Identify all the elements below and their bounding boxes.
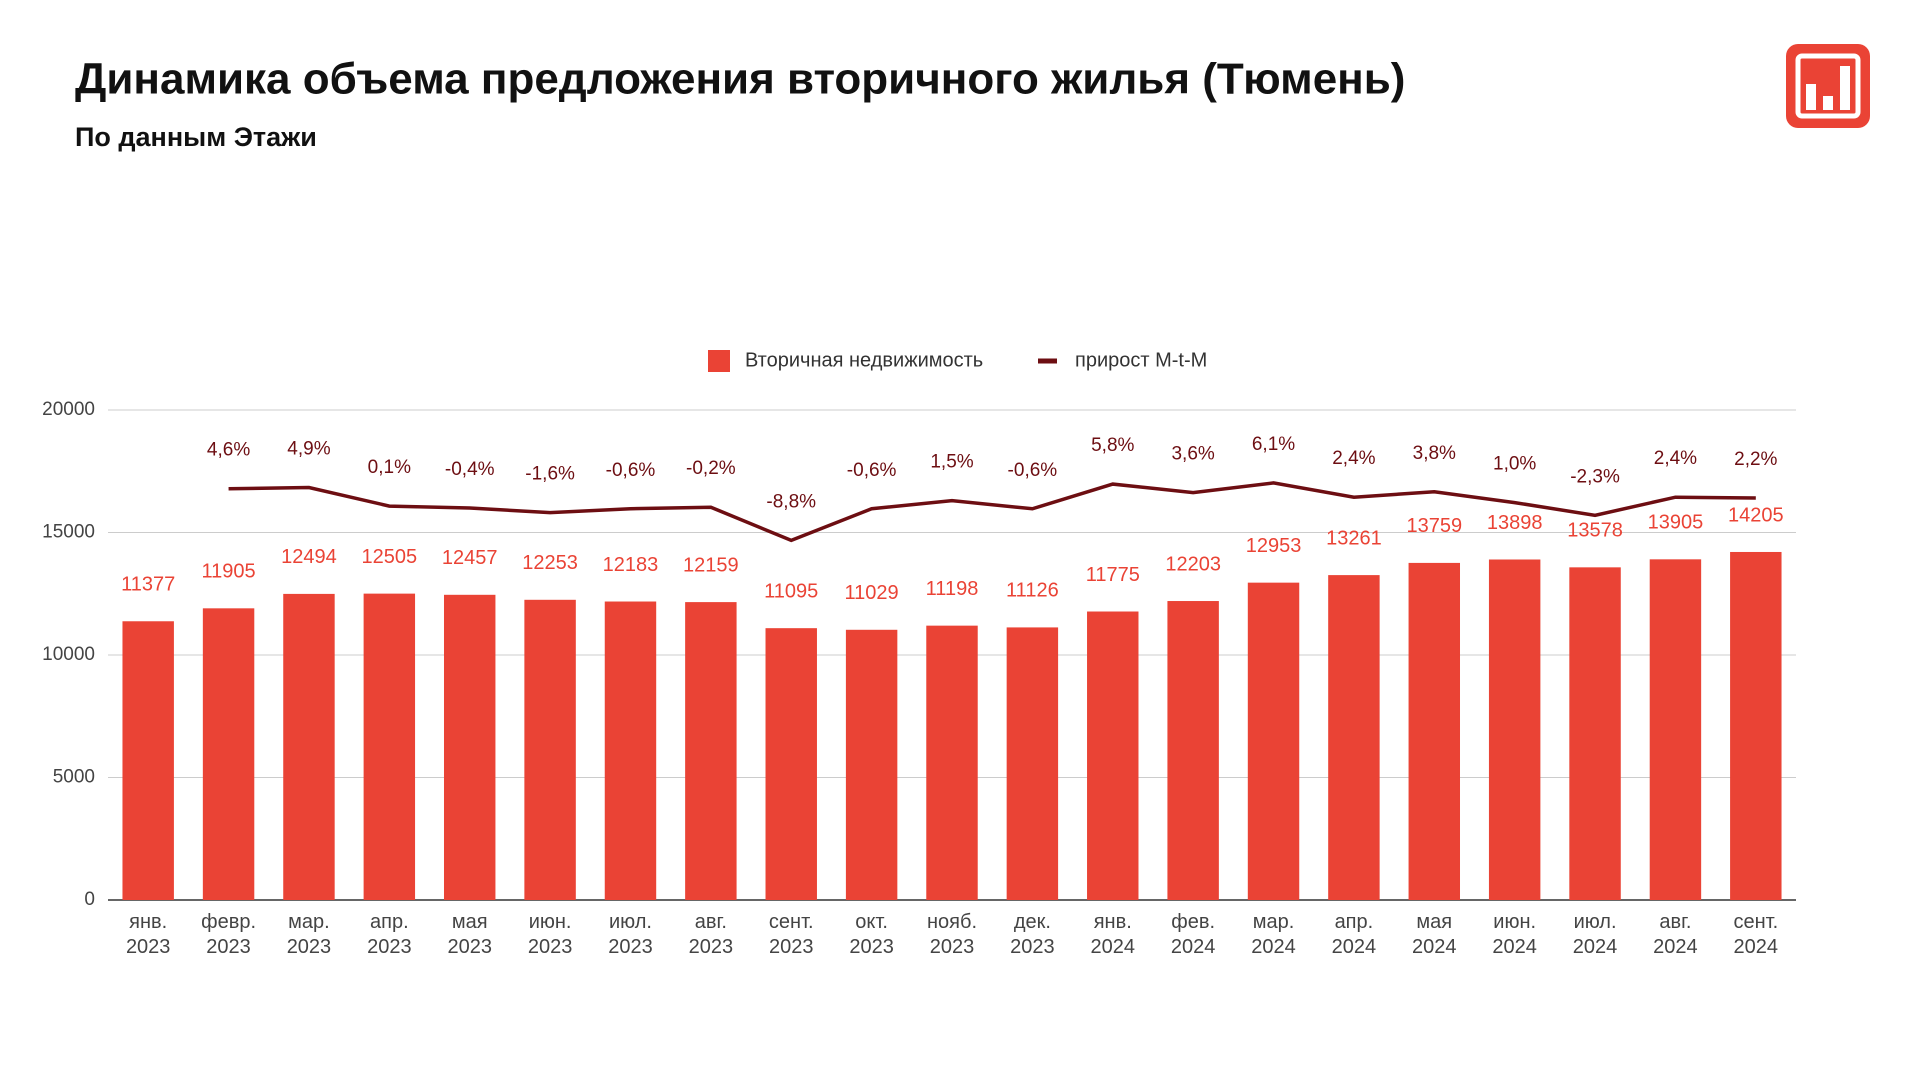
bar <box>524 599 576 900</box>
bar-value-label: 12253 <box>522 552 578 574</box>
line-value-label: 2,4% <box>1332 448 1375 469</box>
bar-value-label: 12159 <box>683 554 739 576</box>
x-tick-label: янв. 2023 <box>125 911 171 958</box>
line-value-label: -0,2% <box>686 458 736 479</box>
bar-value-label: 13759 <box>1406 515 1462 537</box>
line-value-label: -8,8% <box>766 491 816 512</box>
line-value-label: -0,4% <box>445 459 495 480</box>
bar <box>765 628 817 900</box>
line-value-label: 0,1% <box>368 457 411 478</box>
x-tick-label: июл. 2024 <box>1572 911 1618 958</box>
bar <box>202 608 255 900</box>
bar <box>1649 559 1702 900</box>
bar <box>283 593 335 900</box>
x-tick-label: мая 2023 <box>447 911 492 958</box>
x-tick-label: июн. 2024 <box>1492 911 1537 958</box>
bar <box>926 625 978 900</box>
bar-value-label: 11095 <box>764 580 818 602</box>
line-value-label: 5,8% <box>1091 435 1134 456</box>
x-tick-label: мар. 2024 <box>1251 911 1296 958</box>
bar <box>1087 611 1139 900</box>
bar-value-label: 11126 <box>1006 580 1059 602</box>
bar-value-label: 13905 <box>1648 512 1704 534</box>
bar <box>1408 562 1461 900</box>
bar-value-label: 11198 <box>926 578 979 600</box>
chart-title: Динамика объема предложения вторичного ж… <box>75 55 1405 104</box>
x-tick-label: мар. 2023 <box>286 911 332 958</box>
line-value-label: -2,3% <box>1570 466 1620 487</box>
x-tick-label: июл. 2023 <box>608 911 653 958</box>
x-tick-label: апр. 2024 <box>1331 911 1377 958</box>
x-tick-label: авг. 2024 <box>1653 911 1698 958</box>
line-value-label: -0,6% <box>606 460 656 481</box>
x-tick-label: сент. 2024 <box>1733 911 1779 958</box>
bar <box>363 593 416 900</box>
bar-value-label: 11905 <box>202 561 256 583</box>
bar-value-label: 12953 <box>1246 535 1302 557</box>
bar <box>1328 575 1380 900</box>
bar-value-label: 13261 <box>1326 527 1382 549</box>
line-value-label: 1,0% <box>1493 454 1536 475</box>
y-tick-label: 5000 <box>53 767 95 788</box>
bar-value-label: 11029 <box>845 582 899 604</box>
x-tick-label: дек. 2023 <box>1010 911 1055 958</box>
x-tick-label: авг. 2023 <box>688 911 734 958</box>
legend-label: прирост M-t-M <box>1075 349 1207 371</box>
line-value-label: 3,6% <box>1171 444 1214 465</box>
bar <box>1167 601 1219 900</box>
line-value-label: 4,6% <box>207 440 250 461</box>
x-tick-label: июн. 2023 <box>527 911 573 958</box>
legend-swatch <box>708 350 730 372</box>
y-tick-label: 20000 <box>42 399 95 420</box>
bar <box>1569 567 1621 900</box>
x-tick-label: февр. 2023 <box>201 911 257 958</box>
bar-value-label: 14205 <box>1728 504 1784 526</box>
x-tick-label: сент. 2023 <box>768 911 814 958</box>
chart-subtitle: По данным Этажи <box>75 122 317 152</box>
line <box>228 481 1756 543</box>
bar-value-label: 11775 <box>1086 564 1140 586</box>
y-tick-label: 15000 <box>42 522 95 543</box>
line-value-label: 3,8% <box>1413 443 1456 464</box>
x-tick-label: фев. 2024 <box>1170 911 1216 958</box>
bar-value-label: 12494 <box>281 546 337 568</box>
x-tick-label: мая 2024 <box>1412 911 1457 958</box>
bar-value-label: 12505 <box>362 546 418 568</box>
bar <box>122 621 174 900</box>
bar-value-label: 12457 <box>442 547 498 569</box>
bar <box>845 629 898 900</box>
bar-value-label: 13898 <box>1487 512 1543 534</box>
bar <box>685 602 737 900</box>
line-value-label: 1,5% <box>930 452 973 473</box>
y-tick-label: 0 <box>84 889 95 910</box>
line-value-label: 2,4% <box>1654 448 1697 469</box>
bar <box>1488 559 1541 900</box>
line-value-label: -0,6% <box>1008 460 1058 481</box>
bar-value-label: 13578 <box>1567 520 1623 542</box>
x-tick-label: нояб. 2023 <box>926 911 978 958</box>
line-value-label: 4,9% <box>287 439 330 460</box>
x-tick-label: окт. 2023 <box>849 911 894 958</box>
logo <box>1786 44 1870 128</box>
bar <box>604 601 657 900</box>
y-tick-label: 10000 <box>42 644 95 665</box>
legend-label: Вторичная недвижимость <box>745 349 983 371</box>
bar <box>1247 582 1300 900</box>
x-tick-label: янв. 2024 <box>1090 911 1136 958</box>
line-value-label: 6,1% <box>1252 434 1295 455</box>
bar-value-label: 12203 <box>1165 553 1221 575</box>
bar-value-label: 12183 <box>603 554 659 576</box>
x-tick-label: апр. 2023 <box>367 911 412 958</box>
line-value-label: -1,6% <box>525 464 575 485</box>
bar-value-label: 11377 <box>121 574 175 596</box>
bar <box>1006 627 1059 900</box>
line-value-label: -0,6% <box>847 460 897 481</box>
bar <box>1730 551 1782 900</box>
bar <box>443 594 496 900</box>
line-value-label: 2,2% <box>1734 449 1777 470</box>
